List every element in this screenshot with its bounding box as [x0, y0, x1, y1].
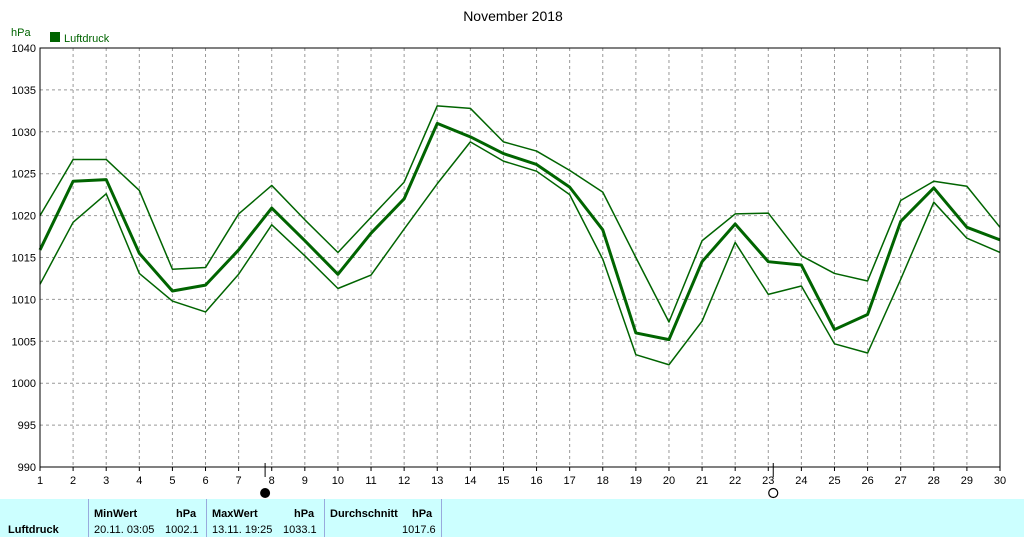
full-moon-icon: [768, 487, 779, 499]
series-line-min: [39, 141, 1001, 366]
y-tick-label: 1010: [12, 294, 36, 306]
x-tick-label: 21: [696, 475, 708, 487]
x-tick-label: 7: [236, 475, 242, 487]
x-ticks: 1 2 3 4 5 6 7 8 9 10 11 12 13 14 15 16 17 18 19 20 21 22 23 24 2…: [37, 467, 1006, 487]
min-time: 20.11. 03:05: [94, 524, 155, 536]
legend-label: Luftdruck: [64, 33, 110, 45]
divider: [88, 499, 89, 537]
plot-frame: [39, 47, 1001, 468]
avg-value: 1017.6: [402, 524, 436, 536]
x-tick-label: 23: [762, 475, 774, 487]
avg-unit: hPa: [412, 508, 433, 520]
x-tick-label: 18: [597, 475, 609, 487]
statistics-bar: Luftdruck MinWert hPa 20.11. 03:05 1002.…: [0, 499, 1024, 537]
y-ticks: 990 995 1000 1005 1010 1015 1020 1025 1030 1035 10…: [12, 43, 36, 474]
y-tick-label: 1015: [12, 253, 36, 265]
x-tick-label: 1: [37, 475, 43, 487]
y-tick-label: 1005: [12, 336, 36, 348]
x-tick-label: 30: [994, 475, 1006, 487]
new-moon-icon: [260, 488, 271, 498]
x-tick-label: 26: [861, 475, 873, 487]
min-unit: hPa: [176, 508, 197, 520]
x-tick-label: 12: [398, 475, 410, 487]
stats-row-label: Luftdruck: [8, 524, 59, 536]
x-tick-label: 8: [269, 475, 275, 487]
x-tick-label: 6: [202, 475, 208, 487]
x-tick-label: 29: [961, 475, 973, 487]
max-value: 1033.1: [283, 524, 317, 536]
y-tick-label: 1020: [12, 211, 36, 223]
x-tick-label: 27: [895, 475, 907, 487]
x-tick-label: 11: [365, 475, 376, 487]
x-tick-label: 17: [564, 475, 576, 487]
x-tick-label: 19: [630, 475, 642, 487]
series-line-max: [39, 105, 1001, 323]
max-unit: hPa: [294, 508, 315, 520]
max-cell: MaxWert hPa 13.11. 19:25 1033.1: [212, 499, 322, 537]
min-cell: MinWert hPa 20.11. 03:05 1002.1: [94, 499, 204, 537]
legend-swatch: [50, 32, 60, 42]
x-tick-label: 24: [795, 475, 807, 487]
pressure-chart: November 2018 hPa Luftdruck 990 995 1000 10…: [11, 8, 1006, 499]
x-tick-label: 28: [928, 475, 940, 487]
avg-header: Durchschnitt: [330, 508, 398, 520]
min-value: 1002.1: [165, 524, 199, 536]
x-tick-label: 13: [431, 475, 443, 487]
max-header: MaxWert: [212, 508, 258, 520]
y-tick-label: 995: [18, 420, 36, 432]
x-tick-label: 25: [828, 475, 840, 487]
x-tick-label: 15: [497, 475, 509, 487]
y-tick-label: 990: [18, 462, 36, 474]
x-tick-label: 16: [530, 475, 542, 487]
y-tick-label: 1030: [12, 127, 36, 139]
series-lines: [38, 105, 1001, 366]
y-tick-label: 1025: [12, 169, 36, 181]
y-axis-unit: hPa: [11, 27, 31, 39]
chart-title: November 2018: [463, 8, 563, 24]
y-tick-label: 1040: [12, 43, 36, 55]
divider: [206, 499, 207, 537]
x-tick-label: 20: [663, 475, 675, 487]
divider: [324, 499, 325, 537]
stats-row-label-cell: Luftdruck: [8, 499, 88, 537]
x-tick-label: 5: [169, 475, 175, 487]
x-tick-label: 2: [70, 475, 76, 487]
x-tick-label: 22: [729, 475, 741, 487]
x-tick-label: 14: [464, 475, 476, 487]
x-tick-label: 3: [103, 475, 109, 487]
y-tick-label: 1000: [12, 378, 36, 390]
grid: [40, 48, 1000, 467]
series-line-mean: [38, 121, 1001, 342]
divider: [441, 499, 442, 537]
moon-phase-markers: [260, 463, 779, 499]
min-header: MinWert: [94, 508, 138, 520]
x-tick-label: 4: [136, 475, 142, 487]
avg-cell: Durchschnitt hPa 1017.6: [330, 499, 440, 537]
max-time: 13.11. 19:25: [212, 524, 273, 536]
x-tick-label: 10: [332, 475, 344, 487]
x-tick-label: 9: [302, 475, 308, 487]
y-tick-label: 1035: [12, 85, 36, 97]
